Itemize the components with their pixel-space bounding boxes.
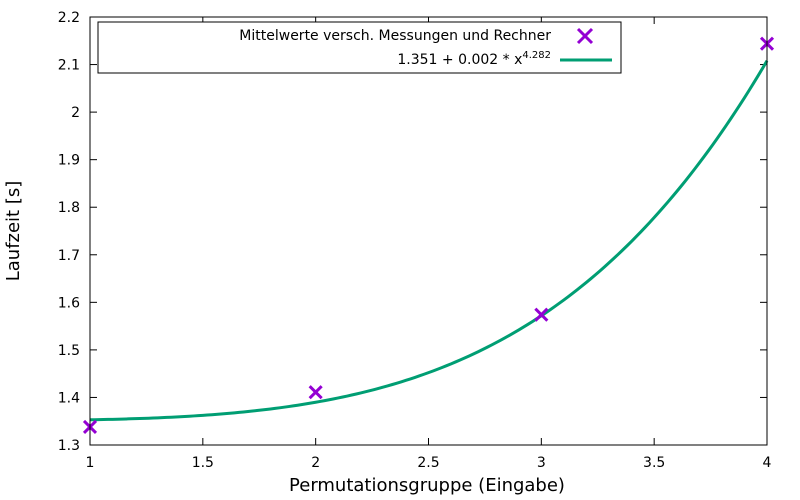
legend-fit-exponent: 4.282: [522, 50, 551, 61]
plot-frame: [89, 16, 768, 446]
x-tick-label: 1.5: [192, 455, 214, 471]
legend-label-fit: 1.351 + 0.002 * x4.282: [397, 50, 551, 68]
x-tick-label: 3: [537, 455, 546, 471]
y-tick-label: 1.9: [58, 153, 80, 169]
ticks-layer: 1 1.5 2 2.5 3 3.5 4 1.3 1.4 1.5 1.6 1.7 1.8 1.9 2 2.1 2.…: [58, 10, 772, 471]
y-tick-label: 1.4: [58, 390, 80, 406]
x-tick-label: 2.5: [417, 455, 439, 471]
legend-fit-formula: 1.351 + 0.002 * x: [397, 52, 522, 68]
fit-curve: [89, 60, 769, 422]
legend-box: [97, 21, 622, 74]
data-point: [308, 385, 323, 400]
legend-label-measurements: Mittelwerte versch. Messungen und Rechne…: [239, 28, 551, 44]
y-tick-label: 2: [71, 105, 80, 121]
y-tick-label: 1.8: [58, 200, 80, 216]
x-tick-label: 3.5: [643, 455, 665, 471]
y-tick-label: 1.6: [58, 295, 80, 311]
x-tick-label: 1: [86, 455, 95, 471]
data-point: [534, 307, 549, 322]
y-tick-label: 2.1: [58, 58, 80, 74]
x-axis-title: Permutationsgruppe (Eingabe): [289, 475, 565, 496]
x-tick-label: 4: [763, 455, 772, 471]
x-tick-label: 2: [311, 455, 320, 471]
y-tick-label: 1.5: [58, 343, 80, 359]
y-axis-title: Laufzeit [s]: [3, 181, 24, 282]
y-tick-label: 1.7: [58, 248, 80, 264]
y-tick-label: 2.2: [58, 10, 80, 26]
y-tick-label: 1.3: [58, 438, 80, 454]
legend: Mittelwerte versch. Messungen und Rechne…: [97, 21, 622, 74]
legend-marker-measurements: [576, 27, 594, 45]
